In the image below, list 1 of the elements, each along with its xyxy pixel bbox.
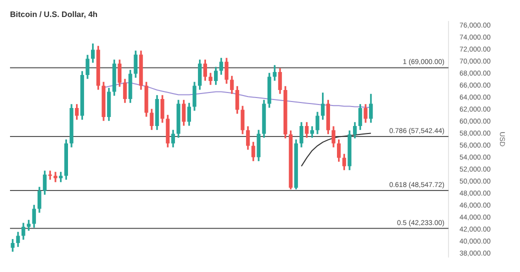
chart-title: Bitcoin / U.S. Dollar, 4h <box>10 10 98 20</box>
